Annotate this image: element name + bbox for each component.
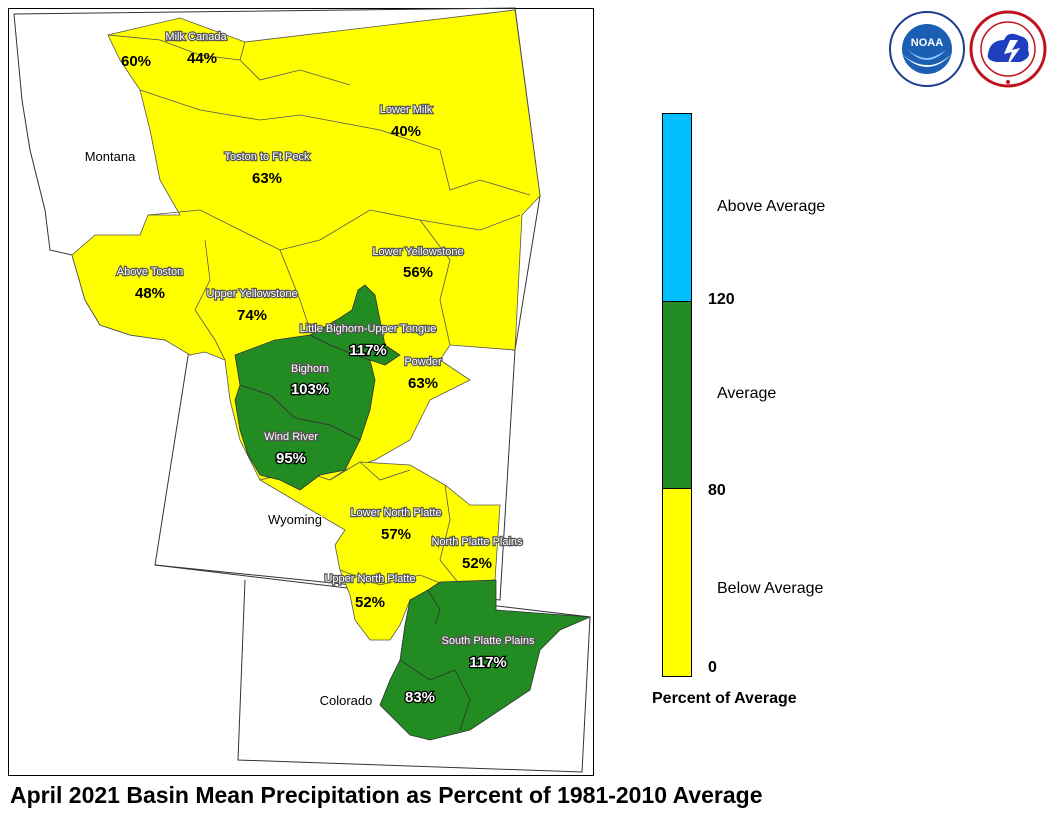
basin-percent-toston-to-ft-peck: 63% xyxy=(252,170,282,187)
basin-labels: Milk Canada 44% 60% Lower Milk 40% Tosto… xyxy=(116,30,537,708)
basin-map: Milk Canada 44% 60% Lower Milk 40% Tosto… xyxy=(13,7,591,773)
basin-percent-milk-canada: 44% xyxy=(187,50,217,67)
basin-percent-bighorn: 103% xyxy=(291,381,329,398)
legend-title: Percent of Average xyxy=(652,690,797,707)
legend-tick-120: 120 xyxy=(708,291,735,308)
basin-name-milk-canada: Milk Canada xyxy=(165,31,227,43)
state-label-wyoming: Wyoming xyxy=(268,512,322,527)
legend-band-below-average xyxy=(663,488,691,676)
basin-south-platte xyxy=(379,579,591,741)
basin-name-above-toston: Above Toston xyxy=(117,266,183,278)
basin-name-upper-yellowstone: Upper Yellowstone xyxy=(206,288,297,300)
basin-name-bighorn: Bighorn xyxy=(291,363,329,375)
noaa-logo: NOAA xyxy=(888,10,966,93)
basin-percent-upper-south-platte: 83% xyxy=(405,689,435,706)
noaa-logo-text: NOAA xyxy=(911,37,943,49)
basin-name-lower-north-platte: Lower North Platte xyxy=(350,507,441,519)
map-title: April 2021 Basin Mean Precipitation as P… xyxy=(10,782,763,808)
basin-percent-milk-west: 60% xyxy=(121,53,151,70)
basin-percent-lower-milk: 40% xyxy=(391,123,421,140)
basin-name-little-bighorn-upper-tongue: Little Bighorn-Upper Tongue xyxy=(300,323,437,335)
basin-percent-powder: 63% xyxy=(408,375,438,392)
average-basins xyxy=(234,284,591,741)
basin-name-south-platte-plains: South Platte Plains xyxy=(442,635,535,647)
nws-logo-icon xyxy=(969,10,1047,88)
basin-montana-region xyxy=(71,9,541,481)
state-labels: Montana Wyoming Colorado xyxy=(84,148,374,709)
legend-label-below-average: Below Average xyxy=(717,580,824,597)
basin-name-lower-yellowstone: Lower Yellowstone xyxy=(372,246,463,258)
noaa-logo-icon: NOAA xyxy=(889,11,965,87)
basin-name-upper-north-platte: Upper North Platte xyxy=(324,573,415,585)
legend-tick-80: 80 xyxy=(708,482,726,499)
below-average-basins xyxy=(71,9,541,641)
basin-name-powder: Powder xyxy=(404,356,442,368)
legend-tick-0: 0 xyxy=(708,659,717,676)
basin-name-north-platte-plains: North Platte Plains xyxy=(431,536,523,548)
basin-percent-upper-yellowstone: 74% xyxy=(237,307,267,324)
state-label-colorado: Colorado xyxy=(320,693,373,708)
basin-percent-lower-north-platte: 57% xyxy=(381,526,411,543)
basin-percent-north-platte-plains: 52% xyxy=(462,555,492,572)
basin-name-wind-river: Wind River xyxy=(264,431,318,443)
basin-percent-lower-yellowstone: 56% xyxy=(403,264,433,281)
south-platte-inner-boundaries xyxy=(399,589,471,731)
state-label-montana: Montana xyxy=(85,149,136,164)
nws-logo xyxy=(968,10,1048,93)
basin-name-toston-to-ft-peck: Toston to Ft Peck xyxy=(225,151,310,163)
legend-band-above-average xyxy=(663,114,691,301)
legend-label-average: Average xyxy=(717,385,777,402)
basin-wind-river xyxy=(234,384,361,491)
basin-percent-wind-river: 95% xyxy=(276,450,306,467)
basin-percent-upper-north-platte: 52% xyxy=(355,594,385,611)
legend-band-average xyxy=(663,301,691,488)
basin-percent-little-bighorn-upper-tongue: 117% xyxy=(349,342,387,359)
basin-name-lower-milk: Lower Milk xyxy=(380,104,433,116)
legend-label-above-average: Above Average xyxy=(717,198,826,215)
legend-color-bar xyxy=(662,113,692,677)
basin-percent-above-toston: 48% xyxy=(135,285,165,302)
basin-percent-south-platte-plains: 117% xyxy=(469,654,507,671)
